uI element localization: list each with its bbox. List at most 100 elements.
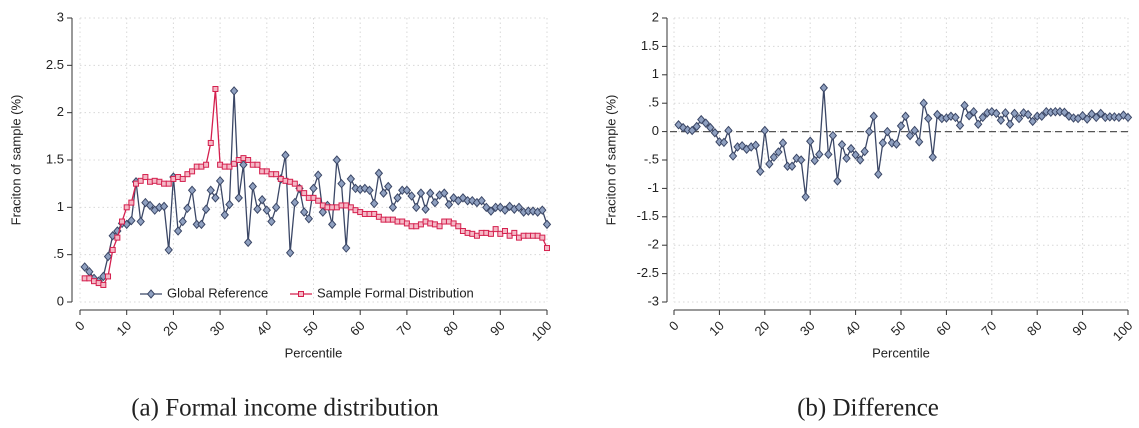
marker bbox=[1010, 108, 1019, 119]
marker bbox=[796, 155, 806, 165]
x-tick-label: 40 bbox=[254, 318, 275, 339]
marker bbox=[500, 205, 510, 215]
marker bbox=[136, 216, 145, 227]
marker bbox=[346, 174, 356, 184]
y-tick-label: -1 bbox=[647, 180, 659, 195]
marker bbox=[964, 110, 974, 121]
marker bbox=[765, 159, 774, 169]
marker bbox=[996, 115, 1006, 125]
marker bbox=[1001, 108, 1010, 118]
marker bbox=[384, 181, 393, 192]
series-line bbox=[678, 87, 1129, 197]
marker bbox=[1023, 109, 1033, 120]
marker bbox=[299, 207, 309, 217]
marker bbox=[828, 130, 838, 141]
marker bbox=[212, 86, 219, 92]
marker bbox=[1123, 112, 1133, 123]
x-tick-label: 50 bbox=[888, 318, 909, 339]
marker bbox=[992, 108, 1001, 119]
marker bbox=[974, 119, 983, 129]
marker bbox=[1005, 119, 1015, 129]
marker bbox=[787, 161, 797, 172]
marker bbox=[1028, 116, 1037, 127]
marker bbox=[1014, 113, 1024, 124]
marker bbox=[960, 100, 969, 111]
marker bbox=[374, 168, 384, 179]
x-axis-label: Percentile bbox=[285, 345, 343, 360]
x-tick-label: 100 bbox=[529, 318, 555, 344]
x-tick-label: 80 bbox=[440, 318, 461, 339]
marker bbox=[142, 174, 149, 181]
marker bbox=[919, 98, 928, 108]
marker bbox=[179, 175, 186, 182]
x-tick-label: 70 bbox=[394, 318, 415, 339]
marker bbox=[271, 202, 281, 213]
legend-label: Sample Formal Distribution bbox=[317, 285, 474, 300]
marker bbox=[285, 248, 295, 258]
marker bbox=[1060, 107, 1069, 118]
marker bbox=[928, 152, 937, 162]
marker bbox=[301, 190, 308, 197]
marker bbox=[865, 126, 874, 137]
legend-label: Global Reference bbox=[167, 285, 268, 300]
marker bbox=[842, 153, 851, 164]
marker bbox=[315, 197, 322, 204]
marker bbox=[187, 185, 197, 196]
x-tick-label: 0 bbox=[666, 318, 682, 334]
marker bbox=[901, 111, 910, 122]
marker bbox=[245, 157, 252, 163]
marker bbox=[231, 160, 238, 167]
marker bbox=[933, 109, 942, 120]
marker bbox=[815, 149, 824, 160]
marker bbox=[514, 202, 524, 213]
y-tick-label: 2.5 bbox=[46, 57, 64, 72]
y-tick-label: -1.5 bbox=[637, 208, 659, 223]
y-tick-label: -2 bbox=[647, 237, 659, 252]
marker bbox=[290, 197, 299, 208]
marker bbox=[332, 155, 342, 165]
marker bbox=[492, 226, 499, 233]
marker bbox=[145, 200, 155, 211]
marker bbox=[421, 204, 430, 214]
marker bbox=[774, 147, 783, 157]
y-axis-label: Fraciton of sample (%) bbox=[603, 95, 618, 226]
x-tick-label: 40 bbox=[842, 318, 863, 339]
marker bbox=[253, 204, 262, 214]
y-axis-label: Fraciton of sample (%) bbox=[8, 95, 23, 226]
legend-marker bbox=[146, 289, 156, 299]
marker bbox=[229, 86, 239, 96]
marker bbox=[951, 112, 960, 123]
marker bbox=[501, 228, 508, 234]
marker bbox=[178, 216, 187, 227]
x-tick-label: 0 bbox=[72, 318, 88, 334]
marker bbox=[159, 201, 169, 212]
marker bbox=[127, 215, 136, 226]
marker bbox=[846, 143, 856, 154]
marker bbox=[969, 106, 978, 117]
marker bbox=[542, 219, 552, 230]
marker bbox=[197, 219, 206, 230]
marker bbox=[810, 155, 819, 166]
marker bbox=[544, 245, 550, 252]
marker bbox=[128, 199, 135, 206]
marker bbox=[539, 234, 546, 241]
y-tick-label: 1 bbox=[57, 199, 64, 214]
marker bbox=[365, 185, 374, 196]
marker bbox=[234, 193, 243, 203]
marker bbox=[207, 139, 214, 146]
marker bbox=[706, 122, 715, 133]
marker bbox=[724, 125, 733, 136]
marker bbox=[281, 150, 290, 161]
marker bbox=[183, 203, 192, 214]
marker bbox=[225, 199, 234, 210]
marker bbox=[100, 281, 107, 288]
marker bbox=[760, 125, 769, 136]
y-tick-label: 2 bbox=[652, 9, 659, 24]
marker bbox=[692, 121, 701, 132]
marker bbox=[412, 202, 421, 213]
marker bbox=[883, 126, 892, 137]
marker bbox=[215, 176, 225, 186]
marker bbox=[436, 223, 443, 230]
marker bbox=[304, 213, 313, 224]
marker bbox=[778, 138, 788, 148]
